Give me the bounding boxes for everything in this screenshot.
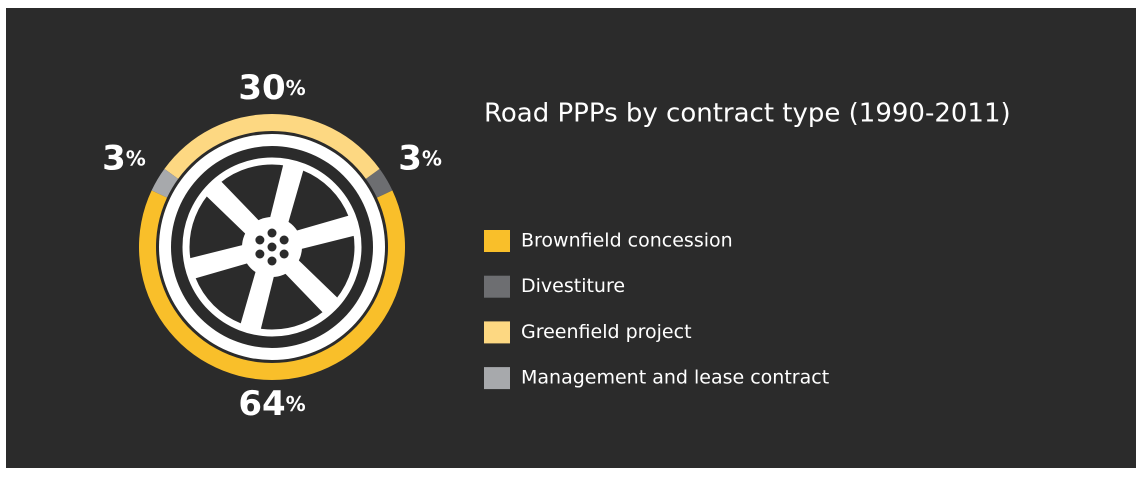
legend-label: Brownfield concession [521,230,733,252]
spoke [204,179,265,240]
spoke [186,243,256,280]
legend-label: Greenfield project [521,321,692,343]
hub-bolt [279,249,289,259]
spoke [239,263,276,333]
value-label: 3% [102,138,146,178]
spoke [279,254,340,315]
spoke [268,161,305,231]
value-label: 64% [238,384,305,424]
legend-swatch [484,321,510,344]
hub-bolt [267,228,277,238]
wheel-ring [182,157,362,337]
legend-label: Management and lease contract [521,367,829,389]
donut-slice [365,168,393,198]
donut-slice [164,113,380,179]
donut-slice [151,168,179,198]
hub-bolt [279,235,289,245]
value-label: 3% [398,138,442,178]
chart-title: Road PPPs by contract type (1990-2011) [484,99,1011,129]
legend-swatch [484,367,510,390]
legend-label: Divestiture [521,275,625,297]
legend-swatch [484,230,510,252]
legend-swatch [484,275,510,298]
hub-bolt [267,256,277,266]
hub-bolt [255,235,265,245]
hub-bolt [255,249,265,259]
spoke [288,214,358,251]
value-label: 30% [238,68,305,108]
hub-bolt [267,242,277,252]
